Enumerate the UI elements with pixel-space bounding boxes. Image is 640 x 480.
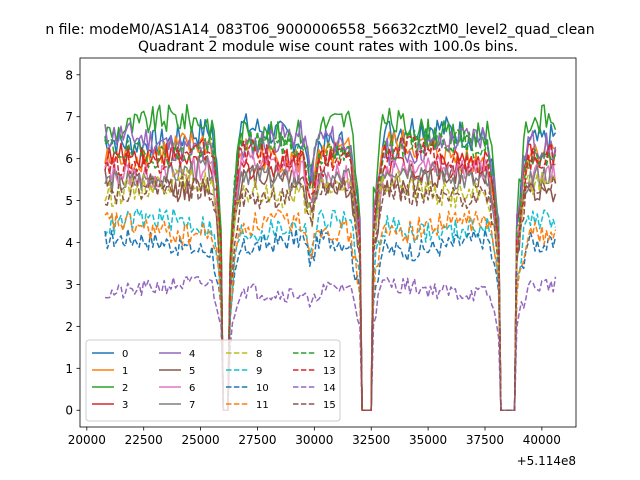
series-line-10: [104, 228, 557, 411]
series-line-11: [104, 209, 557, 411]
legend-label-12: 12: [323, 349, 336, 360]
legend-label-9: 9: [256, 366, 262, 377]
series-line-9: [104, 207, 557, 411]
legend-label-2: 2: [122, 383, 128, 394]
y-tick-label: 3: [65, 278, 73, 292]
y-axis: 0 1 2 3 4 5 6 7 8: [65, 68, 80, 418]
legend-label-4: 4: [189, 349, 195, 360]
legend-frame: [85, 339, 341, 422]
legend-label-11: 11: [256, 400, 269, 411]
series-line-14: [104, 275, 557, 411]
x-tick-label: 32500: [352, 433, 390, 447]
y-tick-label: 8: [65, 68, 73, 82]
y-tick-label: 1: [65, 362, 73, 376]
legend-label-8: 8: [256, 349, 262, 360]
legend-label-7: 7: [189, 400, 195, 411]
legend-label-13: 13: [323, 366, 336, 377]
x-tick-label: 35000: [409, 433, 447, 447]
series-layer: [104, 103, 557, 411]
legend-label-5: 5: [189, 366, 195, 377]
series-line-2: [104, 103, 557, 411]
y-tick-label: 7: [65, 110, 73, 124]
series-line-4: [104, 119, 557, 411]
x-tick-label: 40000: [523, 433, 561, 447]
legend-label-0: 0: [122, 349, 128, 360]
y-tick-label: 5: [65, 194, 73, 208]
series-line-13: [104, 135, 556, 411]
legend-label-1: 1: [122, 366, 128, 377]
y-tick-label: 2: [65, 320, 73, 334]
series-line-8: [104, 167, 557, 411]
series-line-12: [104, 128, 557, 411]
y-tick-label: 0: [65, 404, 73, 418]
axes-title: Quadrant 2 module wise count rates with …: [138, 39, 518, 55]
x-tick-label: 22500: [125, 433, 163, 447]
x-tick-label: 20000: [68, 433, 106, 447]
x-tick-label: 30000: [295, 433, 333, 447]
legend-label-10: 10: [256, 383, 269, 394]
legend-label-6: 6: [189, 383, 195, 394]
legend-label-15: 15: [323, 400, 336, 411]
legend-label-14: 14: [323, 383, 336, 394]
legend-label-3: 3: [122, 400, 128, 411]
y-tick-label: 4: [65, 236, 73, 250]
x-axis: 20000 22500 25000 27500 30000 32500 35000 37500…: [68, 427, 561, 447]
x-tick-label: 37500: [466, 433, 504, 447]
x-tick-label: 25000: [181, 433, 219, 447]
x-tick-label: 27500: [238, 433, 276, 447]
series-line-6: [104, 150, 557, 411]
series-line-15: [104, 175, 557, 411]
y-tick-label: 6: [65, 152, 73, 166]
x-offset-label: +5.114e8: [517, 454, 576, 468]
figure-suptitle: n file: modeM0/AS1A14_083T06_9000006558_…: [45, 22, 594, 38]
